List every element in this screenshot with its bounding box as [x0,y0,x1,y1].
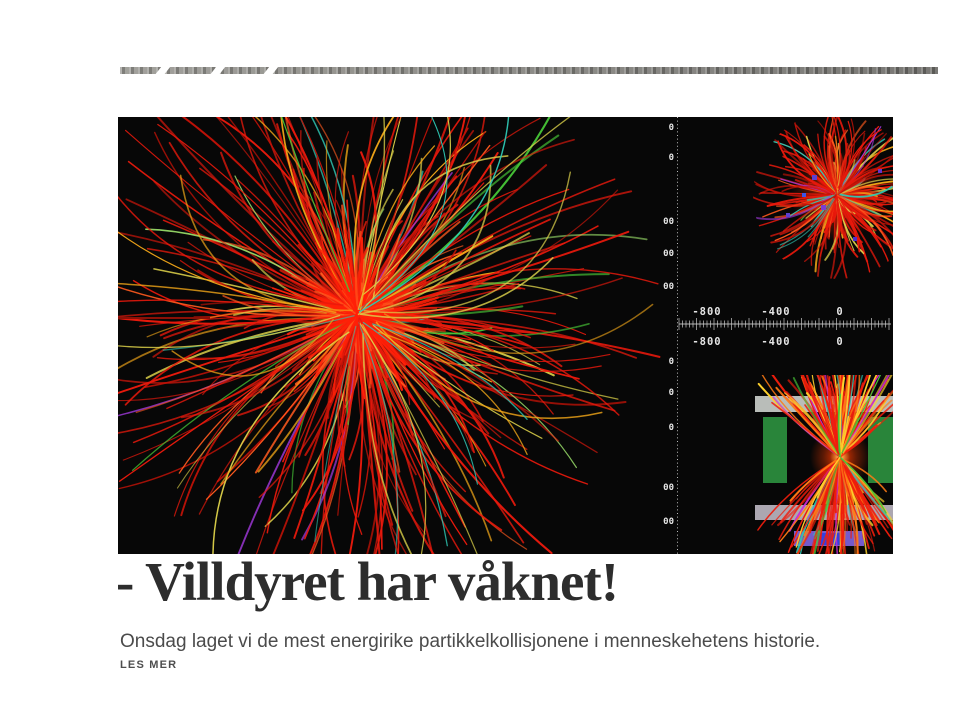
svg-text:-400: -400 [761,336,790,348]
masthead-slash-icon [261,67,280,74]
masthead-slash-icon [208,67,227,74]
svg-text:00: 00 [663,483,674,493]
beam-view-burst [753,117,893,279]
svg-text:00: 00 [663,249,674,259]
svg-text:0: 0 [836,336,843,348]
main-curls [118,117,654,554]
svg-text:0: 0 [669,123,674,133]
svg-text:0: 0 [669,388,674,398]
svg-text:00: 00 [663,517,674,527]
article-summary: Onsdag laget vi de mest energirike parti… [120,631,821,652]
svg-text:0: 0 [836,306,843,318]
svg-text:-800: -800 [692,336,721,348]
svg-text:0: 0 [669,357,674,367]
read-more-link[interactable]: LES MER [120,659,178,671]
side-view-burst [757,375,893,554]
detector-hits [786,169,882,241]
masthead-strip-image [120,67,938,74]
masthead-slash-icon [153,67,172,74]
svg-text:0: 0 [669,423,674,433]
svg-text:-800: -800 [692,306,721,318]
svg-text:00: 00 [663,282,674,292]
svg-text:00: 00 [663,217,674,227]
article-headline[interactable]: - Villdyret har våknet! [116,551,619,612]
svg-text:-400: -400 [761,306,790,318]
svg-text:0: 0 [669,153,674,163]
article-image[interactable]: 0 0 00 00 00 0 0 0 00 00 -800 -400 0 -800 -400 0 [118,117,893,554]
